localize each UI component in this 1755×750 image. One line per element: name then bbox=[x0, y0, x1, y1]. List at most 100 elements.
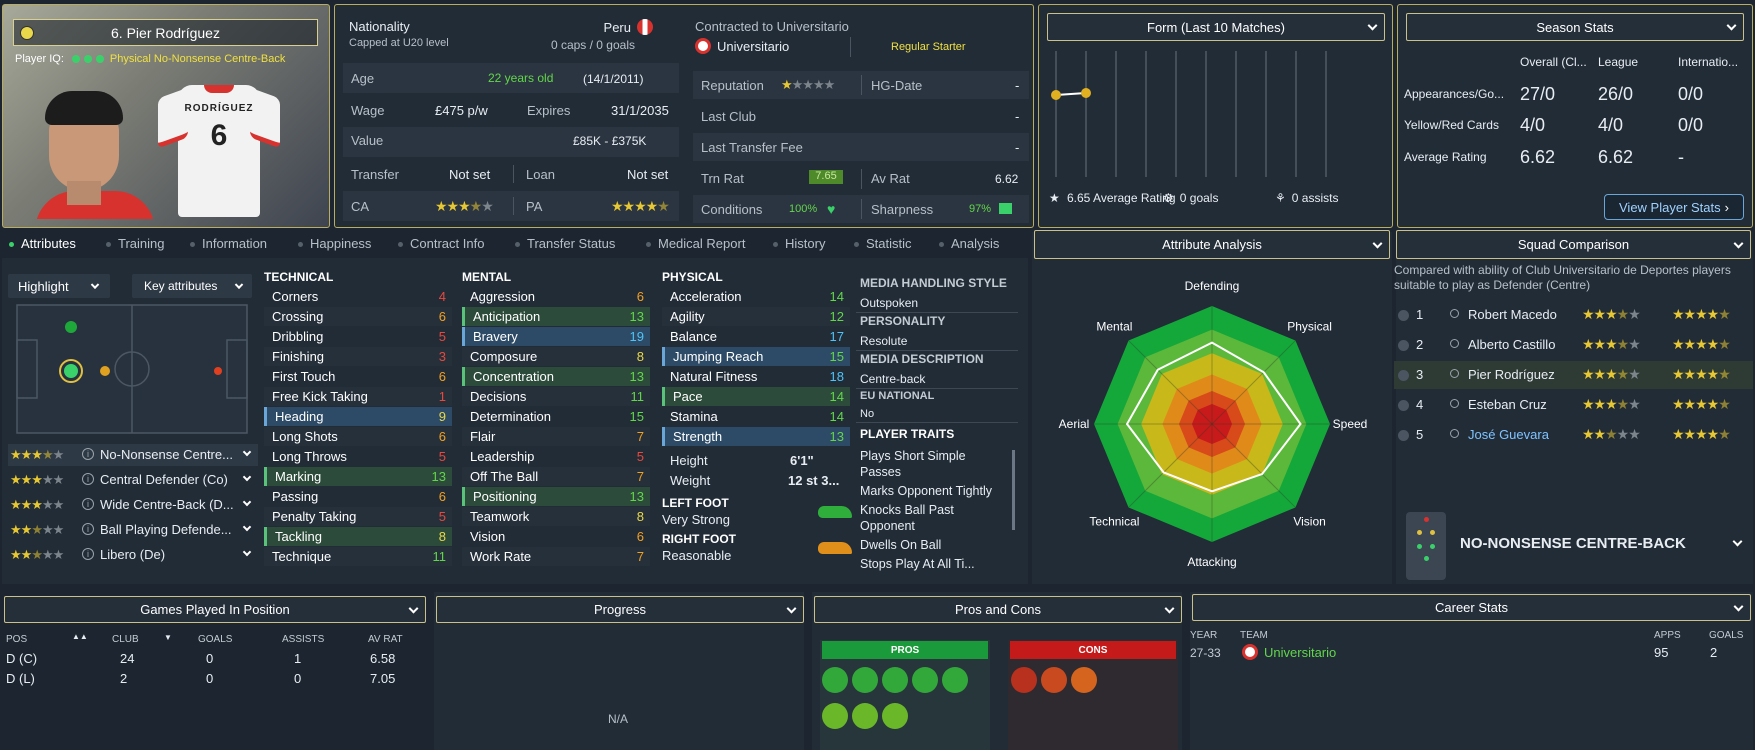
attribute-row[interactable]: Finishing 3 bbox=[264, 347, 452, 366]
flask-icon[interactable] bbox=[822, 703, 848, 729]
radio-icon[interactable] bbox=[1398, 340, 1409, 351]
player-name-box[interactable]: 6. Pier Rodríguez bbox=[13, 19, 318, 46]
mental-icon[interactable] bbox=[942, 667, 968, 693]
star-icon[interactable] bbox=[882, 667, 908, 693]
games-header-goals[interactable]: GOALS bbox=[198, 634, 233, 645]
attribute-row[interactable]: Marking 13 bbox=[264, 467, 452, 486]
career-team-link[interactable]: Universitario bbox=[1264, 645, 1337, 660]
attribute-row[interactable]: Pace 14 bbox=[662, 387, 850, 406]
role-row[interactable]: ★★★★★ i Wide Centre-Back (D... bbox=[8, 494, 258, 516]
attribute-row[interactable]: Teamwork 8 bbox=[462, 507, 650, 526]
tab-training[interactable]: Training bbox=[105, 236, 165, 251]
chevron-down-icon[interactable] bbox=[242, 497, 252, 507]
career-header-goals[interactable]: GOALS bbox=[1709, 630, 1744, 641]
attribute-row[interactable]: Leadership 5 bbox=[462, 447, 650, 466]
info-icon[interactable]: i bbox=[82, 523, 94, 535]
key-attributes-dropdown[interactable]: Key attributes bbox=[132, 274, 252, 298]
career-header-apps[interactable]: APPS bbox=[1654, 630, 1681, 641]
bandage-icon[interactable] bbox=[852, 703, 878, 729]
info-icon[interactable]: i bbox=[82, 548, 94, 560]
attribute-row[interactable]: First Touch 6 bbox=[264, 367, 452, 386]
career-header-year[interactable]: YEAR bbox=[1190, 630, 1218, 641]
role-row[interactable]: ★★★★★ i No-Nonsense Centre... bbox=[8, 444, 258, 466]
games-header-pos[interactable]: POS bbox=[6, 634, 28, 645]
attribute-row[interactable]: Stamina 14 bbox=[662, 407, 850, 426]
attribute-row[interactable]: Composure 8 bbox=[462, 347, 650, 366]
defending-icon[interactable] bbox=[822, 667, 848, 693]
attribute-row[interactable]: Tackling 8 bbox=[264, 527, 452, 546]
attribute-row[interactable]: Long Throws 5 bbox=[264, 447, 452, 466]
chevron-down-icon[interactable] bbox=[242, 472, 252, 482]
squad-row[interactable]: 3 Pier Rodríguez ★★★★★ ★★★★★ bbox=[1394, 361, 1753, 389]
form-dropdown[interactable]: Form (Last 10 Matches) bbox=[1047, 13, 1385, 41]
career-header-team[interactable]: TEAM bbox=[1240, 630, 1268, 641]
attribute-row[interactable]: Bravery 19 bbox=[462, 327, 650, 346]
attribute-row[interactable]: Flair 7 bbox=[462, 427, 650, 446]
attribute-row[interactable]: Corners 4 bbox=[264, 287, 452, 306]
role-row[interactable]: ★★★★★ i Ball Playing Defende... bbox=[8, 519, 258, 541]
radio-icon[interactable] bbox=[1398, 400, 1409, 411]
squad-row[interactable]: 4 Esteban Cruz ★★★★★ ★★★★★ bbox=[1394, 391, 1753, 419]
attribute-row[interactable]: Vision 6 bbox=[462, 527, 650, 546]
attribute-row[interactable]: Strength 13 bbox=[662, 427, 850, 446]
tab-attributes[interactable]: Attributes bbox=[9, 236, 76, 251]
attribute-row[interactable]: Agility 12 bbox=[662, 307, 850, 326]
attribute-row[interactable]: Positioning 13 bbox=[462, 487, 650, 506]
attribute-row[interactable]: Decisions 11 bbox=[462, 387, 650, 406]
highlight-dropdown[interactable]: Highlight bbox=[8, 274, 110, 298]
view-player-stats-button[interactable]: View Player Stats › bbox=[1604, 194, 1744, 220]
injury-icon[interactable] bbox=[1011, 667, 1037, 693]
tab-history[interactable]: History bbox=[772, 236, 826, 251]
progress-dropdown[interactable]: Progress bbox=[436, 596, 804, 623]
target-icon[interactable] bbox=[1071, 667, 1097, 693]
attribute-row[interactable]: Heading 9 bbox=[264, 407, 452, 426]
attribute-row[interactable]: Aggression 6 bbox=[462, 287, 650, 306]
squad-row[interactable]: 5 José Guevara ★★★★★ ★★★★★ bbox=[1394, 421, 1753, 449]
club-link[interactable]: Universitario bbox=[695, 38, 789, 54]
info-icon[interactable]: i bbox=[82, 498, 94, 510]
nationality-value[interactable]: Peru bbox=[604, 19, 653, 35]
attribute-row[interactable]: Concentration 13 bbox=[462, 367, 650, 386]
tab-statistic[interactable]: Statistic bbox=[854, 236, 912, 251]
attribute-row[interactable]: Acceleration 14 bbox=[662, 287, 850, 306]
squad-row[interactable]: 2 Alberto Castillo ★★★★★ ★★★★★ bbox=[1394, 331, 1753, 359]
squad-dropdown[interactable]: Squad Comparison bbox=[1396, 230, 1751, 259]
tab-transfer-status[interactable]: Transfer Status bbox=[514, 236, 616, 251]
attribute-row[interactable]: Free Kick Taking 1 bbox=[264, 387, 452, 406]
radio-icon[interactable] bbox=[1398, 430, 1409, 441]
analysis-dropdown[interactable]: Attribute Analysis bbox=[1034, 230, 1390, 259]
season-dropdown[interactable]: Season Stats bbox=[1406, 13, 1744, 41]
attribute-row[interactable]: Balance 17 bbox=[662, 327, 850, 346]
squad-row[interactable]: 1 Robert Macedo ★★★★★ ★★★★★ bbox=[1394, 301, 1753, 329]
growth-icon[interactable] bbox=[912, 667, 938, 693]
sort-desc-icon[interactable]: ▼ bbox=[164, 633, 172, 642]
attribute-row[interactable]: Anticipation 13 bbox=[462, 307, 650, 326]
career-dropdown[interactable]: Career Stats bbox=[1192, 594, 1751, 621]
games-dropdown[interactable]: Games Played In Position bbox=[4, 596, 426, 623]
attribute-row[interactable]: Long Shots 6 bbox=[264, 427, 452, 446]
chevron-down-icon[interactable] bbox=[242, 547, 252, 557]
attribute-row[interactable]: Crossing 6 bbox=[264, 307, 452, 326]
tab-medical-report[interactable]: Medical Report bbox=[645, 236, 746, 251]
chevron-down-icon[interactable] bbox=[242, 447, 252, 457]
radio-icon[interactable] bbox=[1398, 310, 1409, 321]
sort-icon[interactable]: ▲▲ bbox=[72, 632, 88, 641]
tab-happiness[interactable]: Happiness bbox=[297, 236, 372, 251]
role-row[interactable]: ★★★★★ i Central Defender (Co) bbox=[8, 469, 258, 491]
radio-icon[interactable] bbox=[1398, 370, 1409, 381]
attribute-row[interactable]: Jumping Reach 15 bbox=[662, 347, 850, 366]
games-header-club[interactable]: CLUB bbox=[112, 634, 139, 645]
ball-warning-icon[interactable] bbox=[1041, 667, 1067, 693]
attribute-row[interactable]: Penalty Taking 5 bbox=[264, 507, 452, 526]
attribute-row[interactable]: Dribbling 5 bbox=[264, 327, 452, 346]
proscons-dropdown[interactable]: Pros and Cons bbox=[814, 596, 1182, 623]
chevron-down-icon[interactable] bbox=[242, 522, 252, 532]
team-icon[interactable] bbox=[852, 667, 878, 693]
attribute-row[interactable]: Passing 6 bbox=[264, 487, 452, 506]
attribute-row[interactable]: Determination 15 bbox=[462, 407, 650, 426]
attribute-row[interactable]: Natural Fitness 18 bbox=[662, 367, 850, 386]
tab-information[interactable]: Information bbox=[189, 236, 268, 251]
role-row[interactable]: ★★★★★ i Libero (De) bbox=[8, 544, 258, 566]
squad-player-name[interactable]: José Guevara bbox=[1468, 427, 1549, 442]
strength-icon[interactable] bbox=[882, 703, 908, 729]
